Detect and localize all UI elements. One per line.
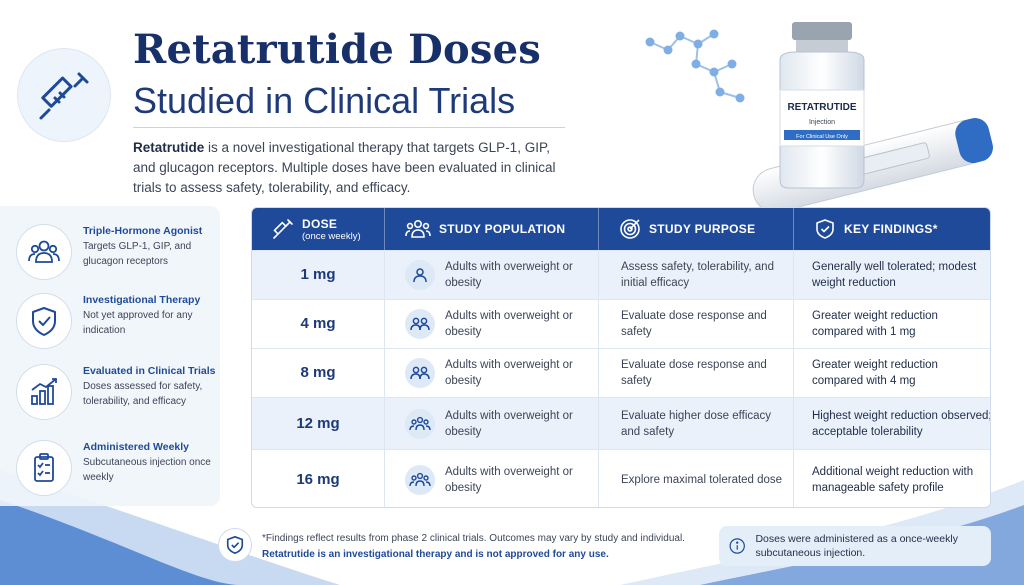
chart-badge: [16, 364, 72, 420]
population-cell: Adults with overweight or obesity: [385, 349, 599, 397]
population-cell: Adults with overweight or obesity: [385, 398, 599, 449]
vial-label-sub: Injection: [809, 119, 835, 126]
info-icon: [729, 538, 745, 554]
purpose-cell: Evaluate higher dose efficacy and safety: [599, 398, 794, 449]
syringe-badge: [17, 48, 111, 142]
sidebar-item-triple-agonist: Triple-Hormone Agonist Targets GLP-1, GI…: [16, 224, 216, 284]
vial-label-name: RETATRUTIDE: [787, 102, 856, 113]
shield-badge: [16, 293, 72, 349]
syringe-icon: [39, 72, 89, 120]
purpose-cell: Evaluate dose response and safety: [599, 349, 794, 397]
population-text: Adults with overweight or obesity: [445, 359, 573, 387]
intro-text: is a novel investigational therapy that …: [133, 140, 556, 195]
column-header-label: STUDY POPULATION: [439, 222, 566, 236]
population-text: Adults with overweight or obesity: [445, 465, 573, 494]
table-row: 8 mg Adults with overweight or obesity E…: [252, 348, 990, 397]
sidebar-item-investigational: Investigational Therapy Not yet approved…: [16, 293, 216, 353]
target-icon: [620, 219, 640, 239]
purpose-cell: Evaluate dose response and safety: [599, 300, 794, 348]
two-people-icon: [405, 358, 435, 388]
column-header-population: STUDY POPULATION: [385, 208, 599, 250]
sidebar-item-title: Investigational Therapy: [83, 294, 201, 306]
group-icon: [405, 408, 435, 439]
two-people-icon: [405, 309, 435, 339]
intro-bold: Retatrutide: [133, 140, 205, 155]
dose-cell: 12 mg: [252, 398, 385, 449]
population-text: Adults with overweight or obesity: [445, 310, 573, 338]
column-header-purpose: STUDY PURPOSE: [599, 208, 794, 250]
dose-table: DOSE (once weekly) STUDY POPULATION STUDY…: [251, 207, 991, 508]
sidebar-item-desc: Targets GLP-1, GIP, and glucagon recepto…: [83, 241, 192, 267]
findings-cell: Additional weight reduction with managea…: [812, 465, 974, 494]
sidebar-item-desc: Subcutaneous injection once weekly: [83, 457, 211, 483]
dose-cell: 1 mg: [252, 251, 385, 299]
table-row: 12 mg Adults with overweight or obesity …: [252, 397, 991, 449]
column-header-sub: (once weekly): [302, 230, 361, 242]
syringe-icon: [273, 219, 293, 239]
table-row: 1 mg Adults with overweight or obesity A…: [252, 250, 990, 299]
sidebar-item-title: Triple-Hormone Agonist: [83, 225, 203, 237]
shield-check-icon: [226, 536, 244, 554]
shield-check-icon: [32, 307, 56, 336]
findings-cell: Highest weight reduction observed; accep…: [812, 409, 991, 438]
column-header-findings: KEY FINDINGS*: [794, 208, 990, 250]
findings-cell: Greater weight reduction compared with 4…: [812, 359, 938, 387]
population-cell: Adults with overweight or obesity: [385, 251, 599, 299]
table-header: DOSE (once weekly) STUDY POPULATION STUDY…: [252, 208, 990, 250]
clipboard-badge: [16, 440, 72, 496]
dose-cell: 16 mg: [252, 450, 385, 507]
molecule-icon: [645, 29, 745, 103]
population-text: Adults with overweight or obesity: [445, 409, 573, 438]
dose-cell: 8 mg: [252, 349, 385, 397]
purpose-cell: Assess safety, tolerability, and initial…: [599, 251, 794, 299]
footnote-text: *Findings reflect results from phase 2 c…: [262, 533, 685, 544]
findings-cell: Generally well tolerated; modest weight …: [812, 261, 977, 289]
approval-warning: Retatrutide is an investigational therap…: [262, 549, 609, 560]
info-callout: Doses were administered as a once-weekly…: [719, 526, 991, 566]
footnote: *Findings reflect results from phase 2 c…: [262, 531, 712, 563]
sidebar-item-desc: Not yet approved for any indication: [83, 310, 193, 336]
column-header-dose: DOSE (once weekly): [252, 208, 385, 250]
sidebar-item-title: Administered Weekly: [83, 441, 190, 453]
purpose-cell: Explore maximal tolerated dose: [599, 450, 794, 507]
vial-and-pen-illustration: RETATRUTIDE Injection For Clinical Use O…: [752, 22, 993, 210]
people-icon: [405, 219, 431, 238]
column-header-label: STUDY PURPOSE: [649, 222, 756, 236]
page-subtitle: Studied in Clinical Trials: [133, 80, 516, 121]
page-title: Retatrutide Doses: [133, 26, 541, 73]
info-text: Doses were administered as a once-weekly…: [755, 533, 958, 559]
title-divider: [133, 127, 565, 128]
intro-paragraph: Retatrutide is a novel investigational t…: [133, 138, 563, 198]
group-icon: [405, 464, 435, 495]
people-icon: [28, 240, 60, 263]
sidebar-item-title: Evaluated in Clinical Trials: [83, 365, 216, 377]
clipboard-icon: [34, 453, 54, 482]
dose-cell: 4 mg: [252, 300, 385, 348]
vial-label-band: For Clinical Use Only: [796, 134, 848, 140]
column-header-label: KEY FINDINGS*: [844, 222, 938, 236]
population-text: Adults with overweight or obesity: [445, 261, 573, 289]
population-cell: Adults with overweight or obesity: [385, 450, 599, 507]
bar-chart-icon: [31, 378, 57, 405]
sidebar-item-clinical-trials: Evaluated in Clinical Trials Doses asses…: [16, 364, 216, 424]
feature-sidebar: Triple-Hormone Agonist Targets GLP-1, GI…: [0, 206, 220, 506]
footer-shield-badge: [218, 528, 252, 562]
table-row: 4 mg Adults with overweight or obesity E…: [252, 299, 990, 348]
sidebar-item-desc: Doses assessed for safety, tolerability,…: [83, 381, 203, 407]
table-row: 16 mg Adults with overweight or obesity …: [252, 449, 990, 507]
population-cell: Adults with overweight or obesity: [385, 300, 599, 348]
findings-cell: Greater weight reduction compared with 1…: [812, 310, 938, 338]
shield-check-icon: [816, 219, 834, 239]
person-icon: [405, 260, 435, 290]
people-badge: [16, 224, 72, 280]
column-header-label: DOSE: [302, 216, 338, 231]
sidebar-item-weekly: Administered Weekly Subcutaneous injecti…: [16, 440, 216, 500]
